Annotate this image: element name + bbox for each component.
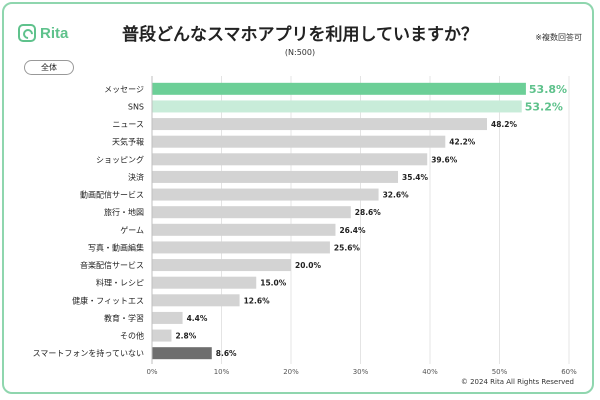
category-label: スマートフォンを持っていない: [33, 348, 144, 358]
value-label: 2.8%: [175, 332, 196, 341]
bar: [152, 118, 487, 131]
x-tick-label: 50%: [492, 368, 508, 376]
x-tick-label: 30%: [353, 368, 369, 376]
bar: [152, 223, 336, 236]
category-label: 教育・学習: [104, 313, 144, 323]
multiple-answer-note: ※複数回答可: [535, 33, 582, 42]
value-label: 8.6%: [216, 349, 237, 358]
chart-title: 普段どんなスマホアプリを利用していますか？: [122, 25, 478, 45]
x-tick-label: 0%: [146, 368, 157, 376]
value-label: 32.6%: [383, 191, 410, 200]
category-label: SNS: [128, 102, 144, 111]
bar: [152, 259, 291, 272]
brand-logo: Rita: [18, 24, 68, 42]
category-label: 写真・動画編集: [88, 242, 144, 252]
value-label: 35.4%: [402, 173, 429, 182]
category-label: 料理・レシピ: [96, 278, 144, 288]
category-label: 健康・フィットエス: [72, 295, 144, 305]
bar: [152, 311, 183, 324]
value-label: 48.2%: [491, 120, 518, 129]
bar: [152, 241, 330, 254]
bar: [152, 206, 351, 219]
bar: [152, 276, 257, 289]
bar: [152, 188, 379, 201]
bar: [152, 82, 526, 95]
category-label: 決済: [128, 172, 144, 182]
value-label: 42.2%: [449, 138, 476, 147]
value-label: 12.6%: [244, 296, 271, 305]
category-label: ニュース: [112, 120, 144, 129]
category-label: ショッピング: [96, 154, 144, 164]
value-label: 53.8%: [529, 83, 567, 96]
segment-badge: 全体: [24, 60, 74, 75]
bar: [152, 100, 522, 113]
value-label: 15.0%: [260, 279, 287, 288]
value-label: 28.6%: [355, 208, 382, 217]
bar: [152, 153, 428, 166]
category-label: 音楽配信サービス: [80, 260, 144, 270]
rita-logo-icon: [18, 24, 36, 42]
value-label: 39.6%: [431, 155, 458, 164]
category-label: メッセージ: [104, 85, 144, 94]
bar: [152, 329, 172, 342]
category-label: ゲーム: [120, 225, 144, 235]
value-label: 25.6%: [334, 243, 361, 252]
category-label: 動画配信サービス: [80, 190, 144, 200]
brand-name: Rita: [40, 24, 69, 42]
x-tick-label: 40%: [422, 368, 438, 376]
category-label: その他: [120, 331, 144, 341]
value-label: 20.0%: [295, 261, 322, 270]
bar: [152, 135, 446, 148]
sample-size: (N:500): [284, 48, 316, 57]
bar: [152, 347, 212, 360]
copyright: © 2024 Rita All Rights Reserved: [460, 378, 574, 386]
bar: [152, 170, 399, 183]
x-tick-label: 60%: [561, 368, 577, 376]
x-tick-label: 20%: [283, 368, 299, 376]
category-label: 旅行・地図: [104, 207, 144, 217]
x-tick-label: 10%: [214, 368, 230, 376]
category-label: 天気予報: [112, 137, 144, 147]
value-label: 26.4%: [339, 226, 366, 235]
value-label: 53.2%: [525, 100, 563, 113]
bar: [152, 294, 240, 307]
value-label: 4.4%: [187, 314, 208, 323]
